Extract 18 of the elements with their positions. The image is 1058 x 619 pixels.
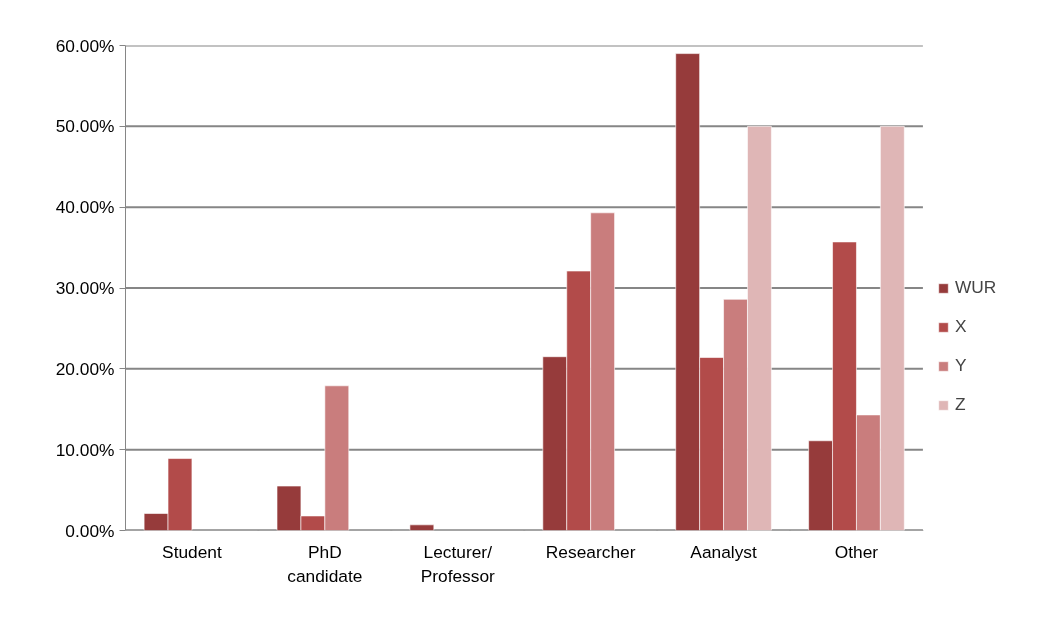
x-tick-label: Lecturer/ Professor: [420, 541, 496, 586]
y-tick-label: 10.00%: [55, 439, 115, 460]
legend-label: WUR: [955, 277, 997, 298]
legend-label: Y: [955, 355, 968, 376]
y-tick-label: 40.00%: [55, 197, 115, 218]
y-tick-label: 50.00%: [55, 116, 115, 137]
y-tick-label: 0.00%: [65, 520, 115, 541]
legend-label: Z: [955, 394, 967, 415]
x-tick-label: Aanalyst: [690, 541, 757, 562]
y-tick-label: 20.00%: [55, 358, 115, 379]
x-tick-label: Student: [162, 541, 222, 562]
x-tick-label: PhD candidate: [287, 541, 363, 586]
x-tick-label: Other: [834, 541, 879, 562]
bar: [409, 524, 435, 531]
legend-label: X: [955, 316, 968, 337]
y-tick-label: 60.00%: [55, 35, 115, 56]
y-tick-label: 30.00%: [55, 278, 115, 298]
x-tick-label: Researcher: [545, 541, 636, 562]
